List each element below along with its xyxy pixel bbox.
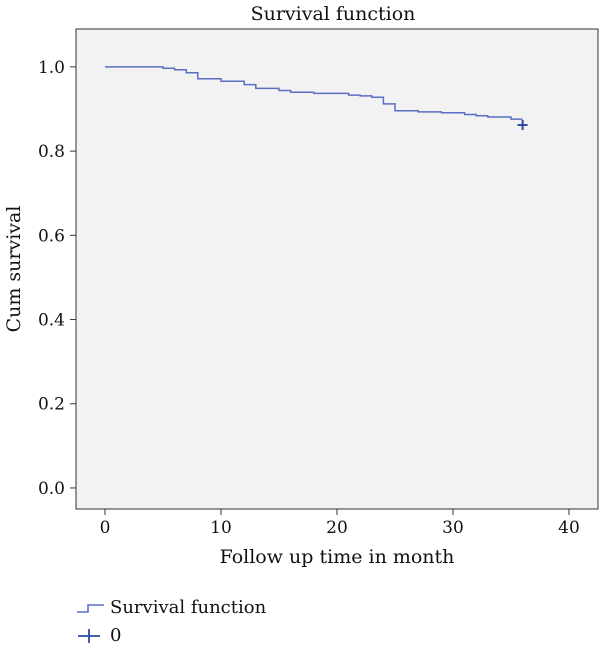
censored-marker: [517, 120, 528, 130]
survival-step-line: [105, 66, 523, 120]
censor-plus-icon: [78, 628, 100, 643]
y-tick-label: 0.4: [38, 311, 65, 331]
legend-label-survival: Survival function: [110, 597, 267, 618]
legend-item-survival: Survival function: [76, 597, 266, 618]
x-tick-label: 0: [100, 518, 111, 538]
plot-area: [75, 28, 599, 510]
x-tick-label: 10: [210, 518, 232, 538]
y-tick-label: 1.0: [38, 58, 65, 78]
x-tick-label: 20: [326, 518, 348, 538]
chart-title: Survival function: [251, 3, 416, 25]
legend-item-censored: 0: [76, 625, 121, 646]
y-tick-label: 0.0: [38, 479, 65, 499]
legend-label-censored: 0: [110, 625, 122, 646]
y-axis-label: Cum survival: [3, 206, 25, 333]
x-tick-label: 30: [442, 518, 464, 538]
x-axis-label: Follow up time in month: [220, 546, 455, 568]
y-axis: 0.0 0.2 0.4 0.6 0.8 1.0: [38, 58, 76, 499]
x-tick-label: 40: [558, 518, 580, 538]
plot-lines: [105, 66, 528, 130]
y-tick-label: 0.8: [38, 142, 65, 162]
x-axis: 0 10 20 30 40: [100, 509, 580, 538]
step-line-icon: [77, 603, 104, 613]
y-tick-label: 0.2: [38, 395, 65, 415]
y-tick-label: 0.6: [38, 226, 65, 246]
